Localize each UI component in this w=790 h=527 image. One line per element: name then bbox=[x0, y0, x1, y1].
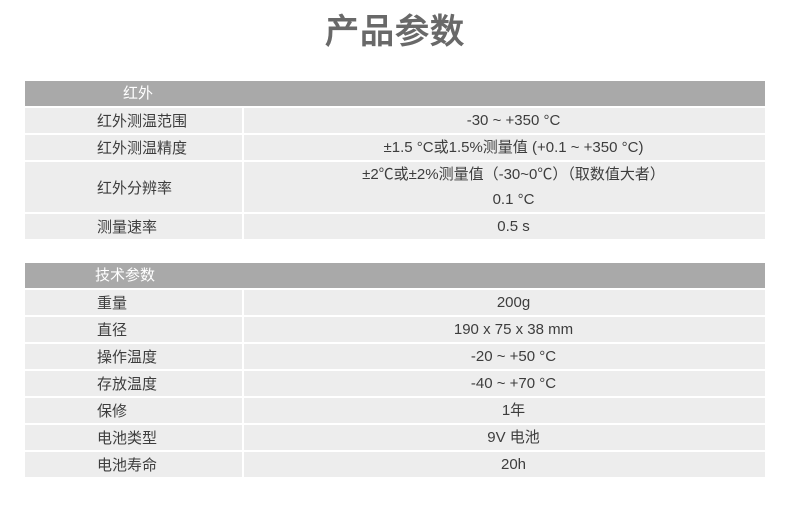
row-value: 190 x 75 x 38 mm bbox=[244, 317, 765, 342]
table-rows: 重量 200g 直径 190 x 75 x 38 mm 操作温度 -20 ~ +50 °C… bbox=[25, 290, 765, 477]
row-value-line: ±2℃或±2%测量值（-30~0℃）（取数值大者） bbox=[362, 166, 665, 183]
row-label: 电池寿命 bbox=[25, 452, 242, 477]
row-value-line: 0.5 s bbox=[497, 218, 530, 235]
table-header: 红外 bbox=[25, 81, 765, 106]
table-row: 操作温度 -20 ~ +50 °C bbox=[25, 344, 765, 369]
row-value: -40 ~ +70 °C bbox=[244, 371, 765, 396]
row-value-line: 190 x 75 x 38 mm bbox=[453, 321, 574, 338]
table-row: 重量 200g bbox=[25, 290, 765, 315]
table-row: 直径 190 x 75 x 38 mm bbox=[25, 317, 765, 342]
row-label: 直径 bbox=[25, 317, 242, 342]
spec-tables: 红外 红外测温范围 -30 ~ +350 °C 红外测温精度 ±1.5 °C或1.5%… bbox=[25, 81, 765, 477]
row-label: 电池类型 bbox=[25, 425, 242, 450]
row-label: 测量速率 bbox=[25, 214, 242, 239]
row-value-line: -30 ~ +350 °C bbox=[466, 112, 561, 129]
table-row: 电池寿命 20h bbox=[25, 452, 765, 477]
table-header: 技术参数 bbox=[25, 263, 765, 288]
table-row: 红外测温精度 ±1.5 °C或1.5%测量值 (+0.1 ~ +350 °C) bbox=[25, 135, 765, 160]
row-value: 20h bbox=[244, 452, 765, 477]
row-value-line: 200g bbox=[496, 294, 531, 311]
table-row: 保修 1年 bbox=[25, 398, 765, 423]
row-value: -30 ~ +350 °C bbox=[244, 108, 765, 133]
row-label: 重量 bbox=[25, 290, 242, 315]
row-value-line: 1年 bbox=[501, 402, 526, 419]
row-label: 操作温度 bbox=[25, 344, 242, 369]
row-value: 9V 电池 bbox=[244, 425, 765, 450]
row-label: 存放温度 bbox=[25, 371, 242, 396]
table-infrared: 红外 红外测温范围 -30 ~ +350 °C 红外测温精度 ±1.5 °C或1.5%… bbox=[25, 81, 765, 239]
row-label: 红外分辨率 bbox=[25, 162, 242, 212]
table-rows: 红外测温范围 -30 ~ +350 °C 红外测温精度 ±1.5 °C或1.5%测量值… bbox=[25, 108, 765, 239]
row-value: ±2℃或±2%测量值（-30~0℃）（取数值大者） 0.1 °C bbox=[244, 162, 765, 212]
table-row: 红外测温范围 -30 ~ +350 °C bbox=[25, 108, 765, 133]
row-label: 保修 bbox=[25, 398, 242, 423]
row-value-line: -20 ~ +50 °C bbox=[470, 348, 557, 365]
row-value-line: ±1.5 °C或1.5%测量值 (+0.1 ~ +350 °C) bbox=[383, 139, 644, 156]
table-row: 电池类型 9V 电池 bbox=[25, 425, 765, 450]
row-value-line: -40 ~ +70 °C bbox=[470, 375, 557, 392]
row-value: 1年 bbox=[244, 398, 765, 423]
row-value: 200g bbox=[244, 290, 765, 315]
row-value: 0.5 s bbox=[244, 214, 765, 239]
table-tech: 技术参数 重量 200g 直径 190 x 75 x 38 mm 操作温度 -20 ~ +… bbox=[25, 263, 765, 477]
row-value-line: 20h bbox=[500, 456, 527, 473]
row-value-line: 9V 电池 bbox=[487, 429, 540, 446]
row-value: ±1.5 °C或1.5%测量值 (+0.1 ~ +350 °C) bbox=[244, 135, 765, 160]
page-title: 产品参数 bbox=[325, 13, 465, 51]
row-value-line: 0.1 °C bbox=[492, 191, 535, 208]
table-row: 测量速率 0.5 s bbox=[25, 214, 765, 239]
row-label: 红外测温范围 bbox=[25, 108, 242, 133]
row-label: 红外测温精度 bbox=[25, 135, 242, 160]
row-value: -20 ~ +50 °C bbox=[244, 344, 765, 369]
table-row: 红外分辨率 ±2℃或±2%测量值（-30~0℃）（取数值大者） 0.1 °C bbox=[25, 162, 765, 212]
table-row: 存放温度 -40 ~ +70 °C bbox=[25, 371, 765, 396]
